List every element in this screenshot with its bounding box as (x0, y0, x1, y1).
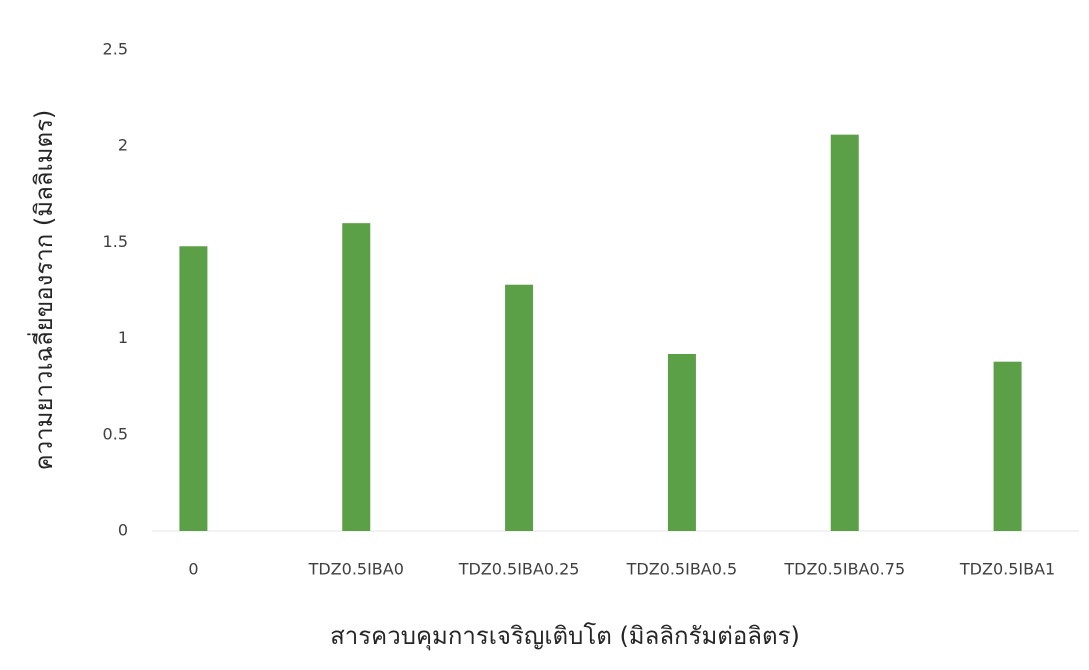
x-tick-label: TDZ0.5IBA0.25 (458, 560, 580, 579)
x-tick-label: TDZ0.5IBA1 (959, 560, 1055, 579)
y-tick-label: 1 (118, 328, 128, 347)
bar (342, 223, 370, 531)
bar (831, 135, 859, 531)
bar (668, 354, 696, 531)
bar (505, 285, 533, 531)
y-axis-title: ความยาวเฉลี่ยของราก (มิลลิเมตร) (27, 110, 58, 471)
y-tick-label: 0 (118, 521, 128, 540)
x-tick-label: TDZ0.5IBA0 (308, 560, 404, 579)
y-tick-label: 1.5 (103, 232, 128, 251)
bar (994, 362, 1022, 531)
chart: สารควบคุมการเจริญเติบโต (มิลลิกรัมต่อลิต… (0, 0, 1089, 670)
x-tick-label: TDZ0.5IBA0.5 (626, 560, 738, 579)
x-axis-title: สารควบคุมการเจริญเติบโต (มิลลิกรัมต่อลิต… (330, 622, 800, 651)
x-tick-label: TDZ0.5IBA0.75 (783, 560, 905, 579)
bar (179, 246, 207, 531)
y-tick-label: 2 (118, 136, 128, 155)
page: {"chart_data": {"type": "bar", "x_label"… (0, 0, 1089, 670)
y-tick-label: 2.5 (103, 40, 128, 59)
x-tick-label: 0 (188, 560, 198, 579)
y-tick-label: 0.5 (103, 424, 128, 443)
